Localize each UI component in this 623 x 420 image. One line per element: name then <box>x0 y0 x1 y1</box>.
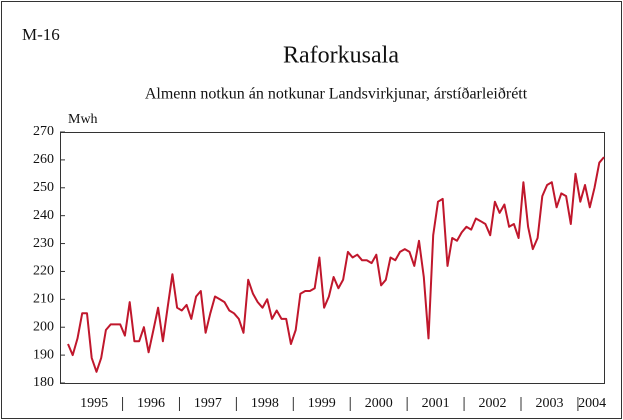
x-tick-label: 1997 <box>194 396 222 411</box>
x-tick-label: 2004 <box>578 396 606 411</box>
x-tick-label: 1996 <box>137 396 165 411</box>
x-tick-label: 1995 <box>80 396 108 411</box>
plot-area <box>60 132 605 384</box>
x-tick-label: 2000 <box>365 396 393 411</box>
y-tick-label: 180 <box>33 375 54 390</box>
y-tick-label: 240 <box>33 208 54 223</box>
y-tick-label: 200 <box>33 319 54 334</box>
chart-label: M-16 <box>22 25 60 44</box>
y-tick-label: 230 <box>33 236 54 251</box>
chart-subtitle: Almenn notkun án notkunar Landsvirkjunar… <box>145 86 528 103</box>
chart-title: Raforkusala <box>283 43 399 69</box>
y-axis-label: Mwh <box>68 112 98 127</box>
x-tick-label: 2003 <box>535 396 563 411</box>
x-tick-label: 1999 <box>308 396 336 411</box>
y-tick-label: 190 <box>33 347 54 362</box>
line <box>67 156 605 373</box>
y-tick-label: 220 <box>33 264 54 279</box>
y-tick-label: 210 <box>33 292 54 307</box>
y-tick-label: 250 <box>33 180 54 195</box>
y-tick-label: 260 <box>33 152 54 167</box>
x-tick-label: 1998 <box>251 396 279 411</box>
x-tick-label: 2002 <box>479 396 507 411</box>
x-tick-label: 2001 <box>422 396 450 411</box>
y-tick-label: 270 <box>33 124 54 139</box>
